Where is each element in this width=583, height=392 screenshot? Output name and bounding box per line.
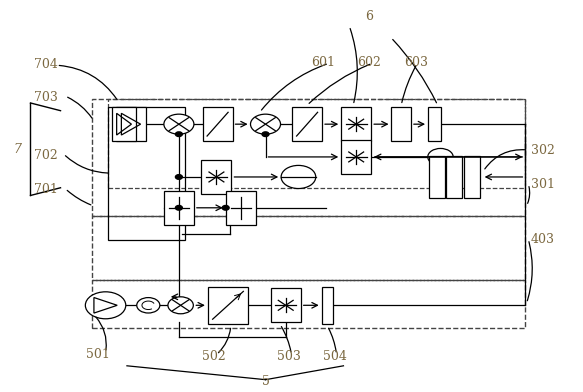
Circle shape xyxy=(164,114,194,134)
Circle shape xyxy=(85,292,126,319)
Text: 601: 601 xyxy=(311,56,335,69)
Bar xyxy=(116,107,146,141)
Text: 302: 302 xyxy=(531,144,554,157)
Bar xyxy=(92,280,525,328)
Bar xyxy=(322,287,333,324)
Bar xyxy=(92,99,525,216)
Text: 702: 702 xyxy=(34,149,58,162)
Bar xyxy=(108,107,185,240)
Text: 7: 7 xyxy=(13,143,21,156)
Text: 603: 603 xyxy=(403,56,428,69)
Bar xyxy=(113,107,136,141)
Circle shape xyxy=(175,132,182,136)
Bar xyxy=(226,191,256,225)
Text: 501: 501 xyxy=(86,348,110,361)
Bar xyxy=(92,216,525,280)
Text: 701: 701 xyxy=(34,183,58,196)
Circle shape xyxy=(168,297,194,314)
Circle shape xyxy=(137,298,160,313)
Bar xyxy=(391,107,411,141)
Text: 602: 602 xyxy=(357,56,381,69)
Bar xyxy=(341,107,371,141)
Text: 504: 504 xyxy=(323,350,347,363)
Bar xyxy=(428,107,441,141)
Bar xyxy=(429,156,445,198)
Text: 704: 704 xyxy=(34,58,58,71)
Bar xyxy=(271,289,301,322)
Text: 403: 403 xyxy=(531,233,554,246)
Circle shape xyxy=(281,165,316,189)
Bar xyxy=(446,156,462,198)
Text: 6: 6 xyxy=(366,10,374,23)
Bar xyxy=(292,107,322,141)
Circle shape xyxy=(175,205,182,210)
Text: 502: 502 xyxy=(202,350,226,363)
Circle shape xyxy=(175,175,182,179)
Text: 301: 301 xyxy=(531,178,554,191)
Bar xyxy=(341,140,371,174)
Bar xyxy=(202,107,233,141)
Bar xyxy=(164,191,194,225)
Text: 703: 703 xyxy=(34,91,58,104)
Circle shape xyxy=(222,205,229,210)
Bar xyxy=(108,99,525,188)
Circle shape xyxy=(251,114,280,134)
Bar xyxy=(201,160,231,194)
Circle shape xyxy=(262,132,269,136)
Text: 503: 503 xyxy=(277,350,301,363)
Bar xyxy=(463,156,480,198)
Circle shape xyxy=(428,149,453,165)
Text: 5: 5 xyxy=(262,375,269,388)
Bar xyxy=(208,287,248,324)
